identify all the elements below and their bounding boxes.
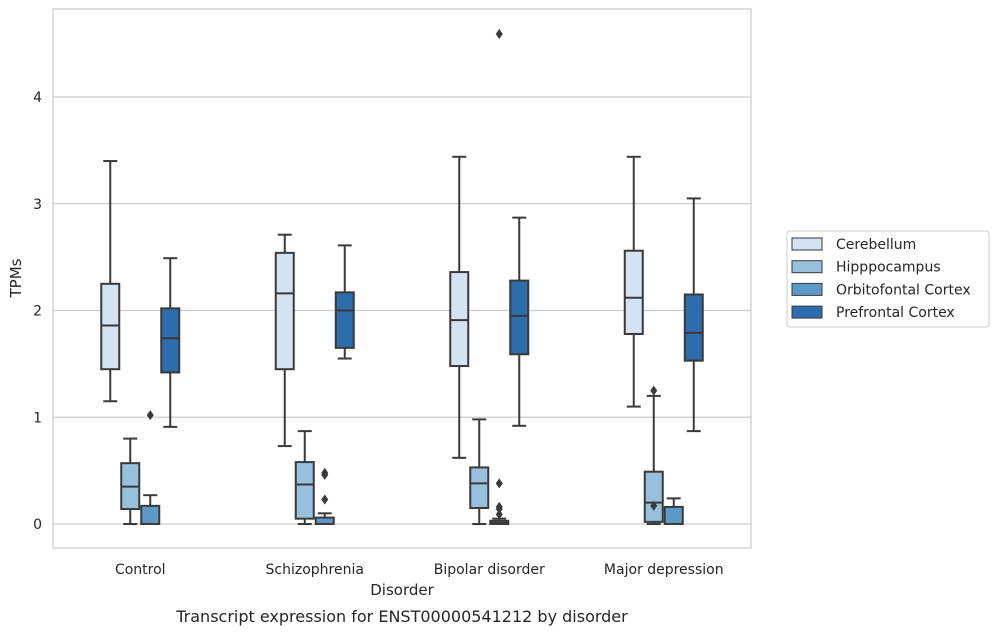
- box-iqr: [643, 470, 664, 523]
- legend-label: Hipppocampus: [836, 260, 941, 276]
- box-iqr: [274, 251, 295, 371]
- box-iqr: [623, 249, 644, 335]
- outlier-point: [650, 500, 658, 511]
- box-1-0: [120, 437, 141, 525]
- box-iqr: [140, 504, 161, 526]
- x-axis-ticks: Control Schizophrenia Bipolar disorder Majo…: [115, 562, 724, 578]
- outlier-point: [495, 478, 503, 489]
- y-axis-ticks: 0 1 2 3 4: [33, 90, 42, 533]
- box-1-1: [294, 430, 315, 525]
- legend-frame: [786, 230, 990, 328]
- legend-swatch: [791, 305, 823, 319]
- box-groups: [100, 29, 704, 526]
- legend-swatch: [791, 260, 823, 274]
- box-0-3: [623, 155, 644, 408]
- legend-label: Orbitofontal Cortex: [836, 282, 971, 298]
- y-axis-label: TPMs: [7, 258, 25, 298]
- box-2-3: [663, 497, 684, 526]
- outlier-point: [495, 501, 503, 512]
- x-tick-label: Major depression: [604, 562, 724, 578]
- outlier-point: [495, 509, 503, 520]
- y-tick-label: 0: [33, 517, 42, 533]
- box-0-0: [100, 160, 121, 403]
- box-3-3: [683, 197, 704, 433]
- box-0-1: [274, 233, 295, 448]
- chart-caption: Transcript expression for ENST0000054121…: [175, 607, 628, 626]
- box-iqr: [449, 271, 470, 368]
- legend-label: Cerebellum: [836, 237, 916, 253]
- outlier-point: [321, 467, 329, 478]
- outlier-point: [495, 29, 503, 40]
- box-iqr: [160, 307, 181, 374]
- y-tick-label: 2: [33, 304, 42, 320]
- box-iqr: [294, 461, 315, 520]
- x-tick-label: Schizophrenia: [266, 562, 364, 578]
- box-1-2: [469, 418, 490, 525]
- y-tick-label: 1: [33, 410, 42, 426]
- box-2-2: [489, 29, 510, 525]
- plot-area: [52, 8, 752, 549]
- box-iqr: [334, 291, 355, 349]
- box-2-1: [314, 467, 335, 525]
- box-2-0: [140, 410, 161, 526]
- x-tick-label: Bipolar disorder: [434, 562, 545, 578]
- legend-swatch: [791, 282, 823, 296]
- box-iqr: [509, 279, 530, 356]
- outlier-point: [650, 385, 658, 396]
- outlier-point: [321, 494, 329, 505]
- box-3-2: [509, 216, 530, 427]
- legend: Cerebellum Hipppocampus Orbitofontal Corte…: [786, 230, 990, 328]
- box-3-1: [334, 244, 355, 360]
- box-3-0: [160, 257, 181, 428]
- box-iqr: [469, 466, 490, 509]
- outlier-point: [146, 410, 154, 421]
- box-0-2: [449, 155, 470, 459]
- box-iqr: [683, 293, 704, 362]
- y-tick-label: 3: [33, 197, 42, 213]
- box-iqr: [663, 505, 684, 526]
- box-1-3: [643, 385, 664, 525]
- y-tick-label: 4: [33, 90, 42, 106]
- box-iqr: [100, 282, 121, 371]
- x-tick-label: Control: [115, 562, 166, 578]
- legend-label: Prefrontal Cortex: [836, 305, 955, 321]
- x-axis-label: Disorder: [370, 581, 434, 599]
- legend-swatch: [791, 237, 823, 251]
